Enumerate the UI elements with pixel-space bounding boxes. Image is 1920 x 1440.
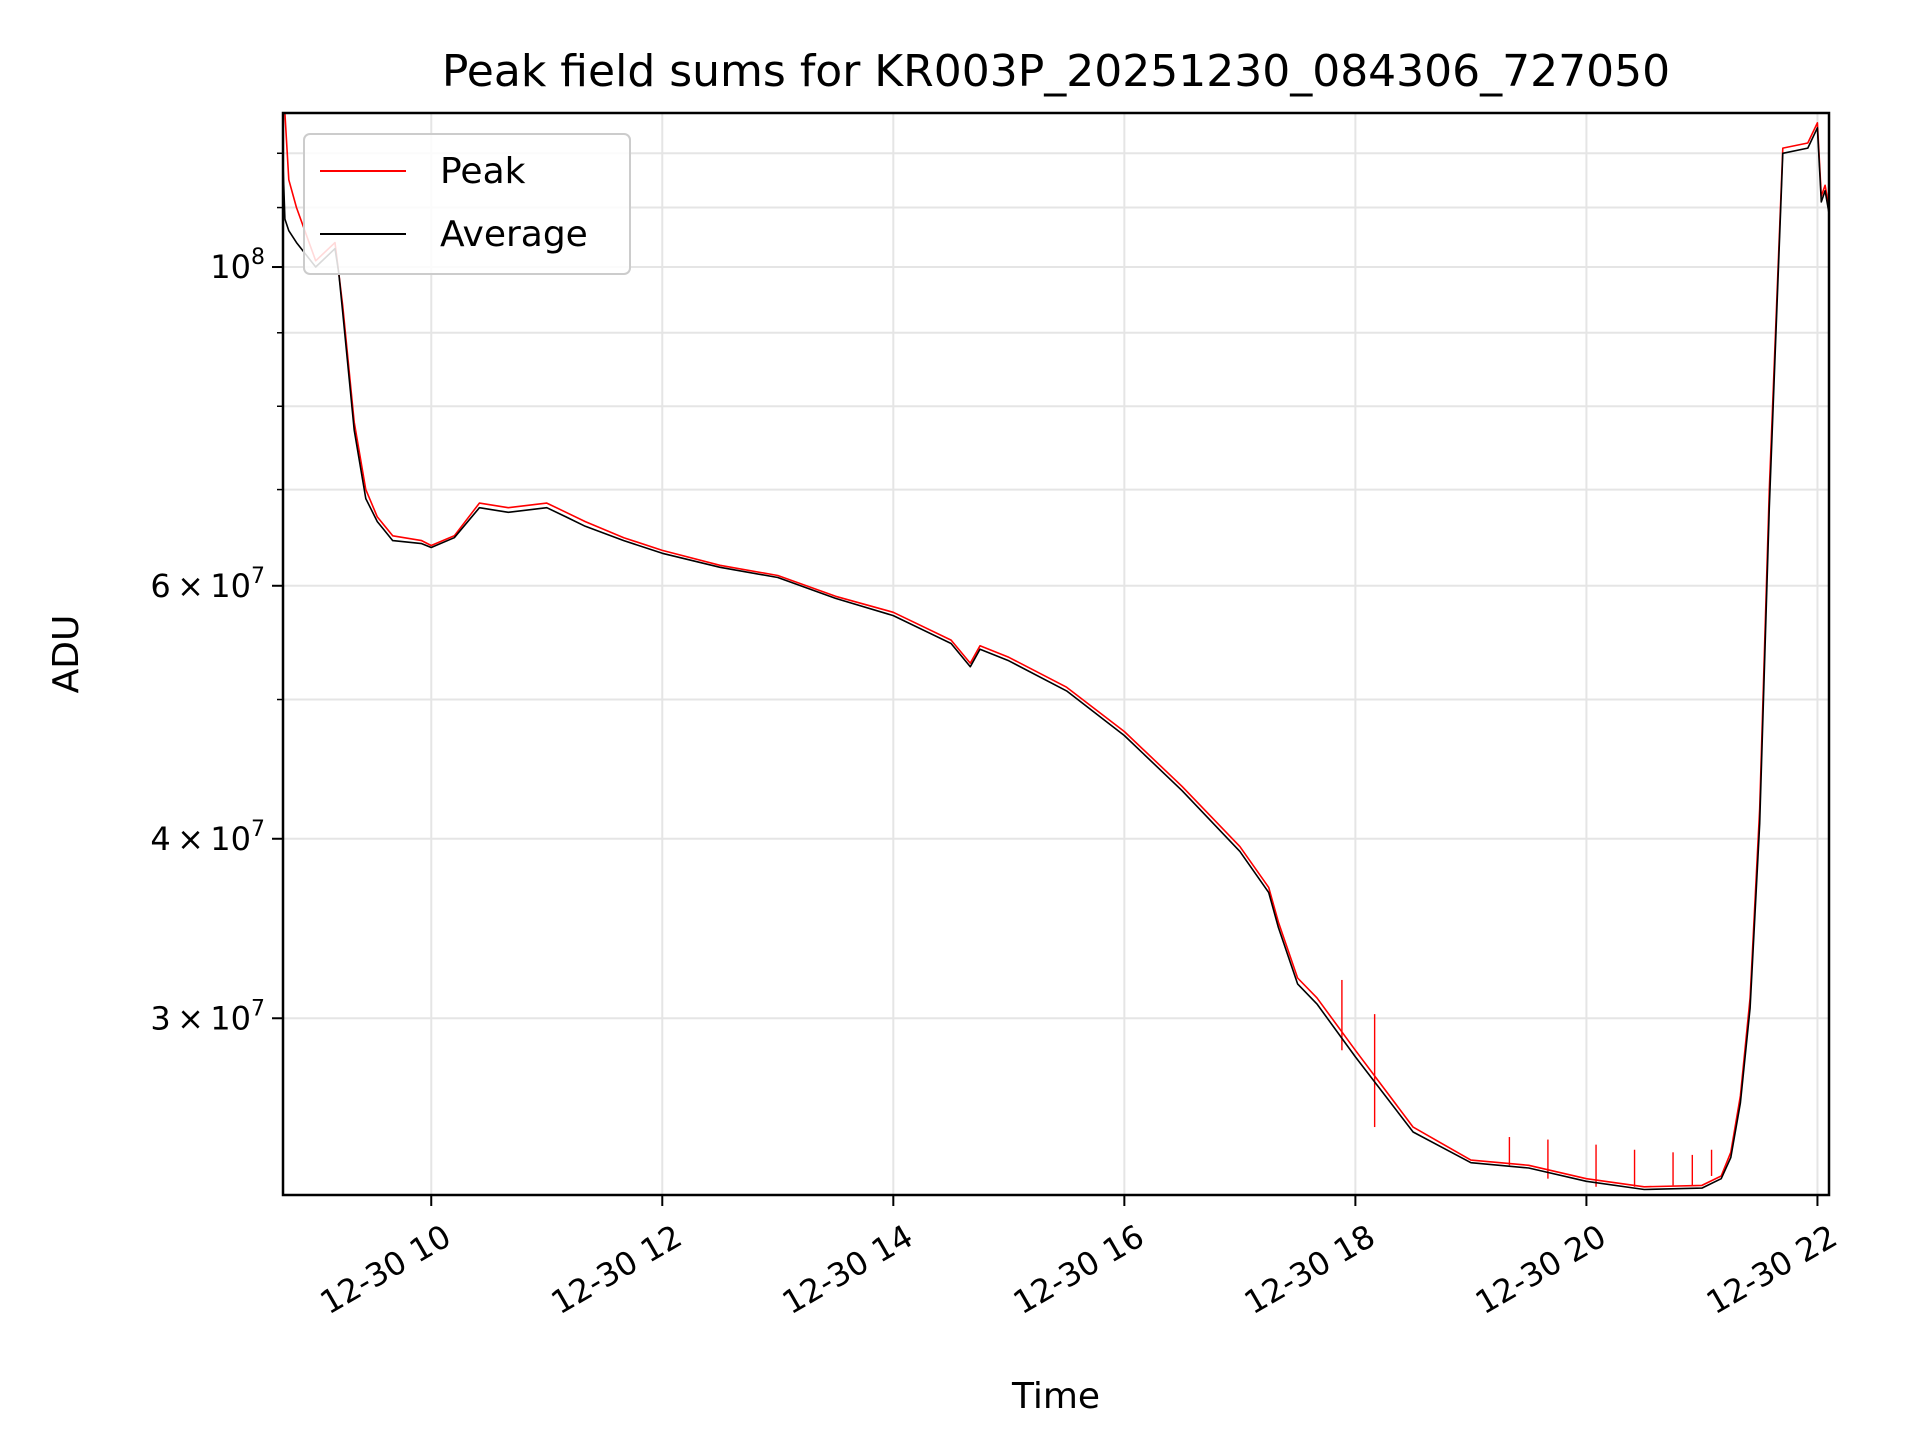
plot-area-frame	[281, 111, 1831, 1197]
legend-label-peak: Peak	[440, 151, 526, 192]
chart-title: Peak field sums for KR003P_20251230_0843…	[442, 46, 1670, 97]
y-tick-label: 3 × 107	[150, 996, 265, 1037]
series-line-peak	[283, 113, 1829, 1188]
y-tick-label: 108	[210, 245, 265, 286]
y-axis-label: ADU	[46, 615, 87, 694]
series-line-average	[283, 127, 1829, 1191]
x-axis-label: Time	[1011, 1376, 1100, 1417]
series-group	[283, 113, 1829, 1191]
legend-box	[303, 133, 631, 275]
legend: Peak Average	[303, 133, 631, 275]
plot-series	[283, 113, 1829, 1191]
y-tick-label: 6 × 107	[150, 564, 265, 605]
legend-label-average: Average	[440, 214, 588, 255]
y-tick-label: 4 × 107	[150, 817, 265, 858]
grid-lines	[283, 113, 1829, 1195]
